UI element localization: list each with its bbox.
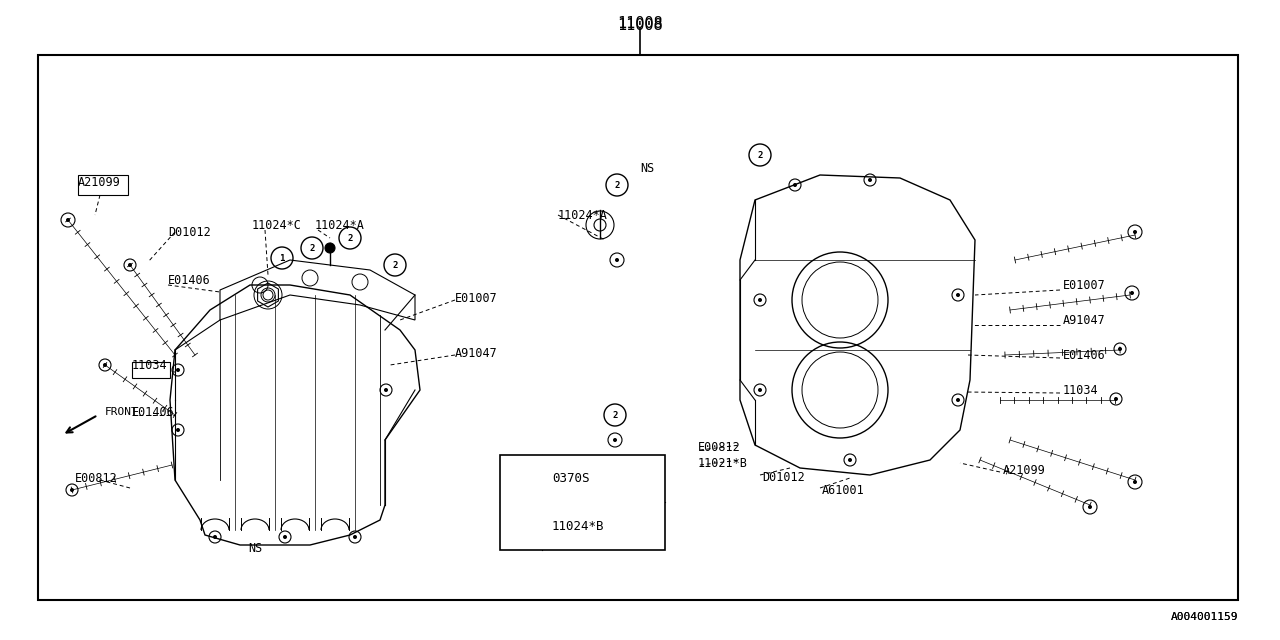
- Text: 11024*A: 11024*A: [558, 209, 608, 221]
- Circle shape: [1117, 347, 1123, 351]
- Circle shape: [384, 388, 388, 392]
- Circle shape: [1114, 397, 1117, 401]
- Text: A91047: A91047: [1062, 314, 1106, 326]
- Text: 1: 1: [279, 253, 284, 262]
- Text: 11008: 11008: [617, 18, 663, 33]
- Circle shape: [956, 398, 960, 402]
- Circle shape: [128, 263, 132, 267]
- Text: FRONT: FRONT: [105, 407, 138, 417]
- Circle shape: [177, 368, 180, 372]
- Circle shape: [212, 535, 218, 539]
- Text: E00812: E00812: [76, 472, 118, 484]
- Text: A21099: A21099: [1004, 463, 1046, 477]
- Circle shape: [849, 458, 852, 462]
- Circle shape: [1133, 230, 1137, 234]
- Circle shape: [325, 243, 335, 253]
- Circle shape: [67, 218, 70, 222]
- Circle shape: [1130, 291, 1134, 295]
- Text: 2: 2: [758, 150, 763, 159]
- Text: 11024*C: 11024*C: [252, 218, 302, 232]
- Circle shape: [758, 298, 762, 302]
- Text: E01406: E01406: [168, 273, 211, 287]
- Text: NS: NS: [640, 161, 654, 175]
- Circle shape: [794, 183, 797, 187]
- Text: 11021*B: 11021*B: [698, 456, 748, 470]
- Text: 11024*B: 11024*B: [552, 520, 604, 532]
- Text: A004001159: A004001159: [1170, 612, 1238, 622]
- Bar: [38, 55, 1238, 600]
- Circle shape: [1088, 505, 1092, 509]
- Text: 2: 2: [518, 522, 524, 531]
- Bar: [500, 455, 666, 550]
- Text: D01012: D01012: [168, 225, 211, 239]
- Circle shape: [758, 388, 762, 392]
- Bar: [132, 362, 170, 378]
- Circle shape: [177, 428, 180, 432]
- Text: 11024*A: 11024*A: [315, 218, 365, 232]
- Circle shape: [1133, 480, 1137, 484]
- Text: D01012: D01012: [762, 470, 805, 483]
- Text: A91047: A91047: [454, 346, 498, 360]
- Circle shape: [353, 535, 357, 539]
- Text: 2: 2: [310, 243, 315, 253]
- Text: 1: 1: [518, 474, 524, 483]
- Text: 11008: 11008: [617, 16, 663, 31]
- Circle shape: [102, 363, 108, 367]
- Text: A21099: A21099: [78, 175, 120, 189]
- Text: 2: 2: [612, 410, 618, 419]
- Text: E01007: E01007: [1062, 278, 1106, 291]
- Text: A61001: A61001: [822, 483, 865, 497]
- Circle shape: [614, 258, 620, 262]
- Circle shape: [613, 438, 617, 442]
- Text: A004001159: A004001159: [1170, 612, 1238, 622]
- Text: 2: 2: [614, 180, 620, 189]
- Text: 2: 2: [347, 234, 353, 243]
- Circle shape: [956, 293, 960, 297]
- Bar: [78, 175, 128, 195]
- Text: E01406: E01406: [132, 406, 175, 419]
- Text: E01007: E01007: [454, 291, 498, 305]
- Circle shape: [283, 535, 287, 539]
- Text: NS: NS: [248, 541, 262, 554]
- Text: E00812: E00812: [698, 440, 741, 454]
- Text: 2: 2: [392, 260, 398, 269]
- Text: 11034: 11034: [1062, 383, 1098, 397]
- Text: 11034: 11034: [132, 358, 168, 371]
- Text: E01406: E01406: [1062, 349, 1106, 362]
- Circle shape: [70, 488, 74, 492]
- Circle shape: [868, 178, 872, 182]
- Text: 0370S: 0370S: [552, 472, 590, 485]
